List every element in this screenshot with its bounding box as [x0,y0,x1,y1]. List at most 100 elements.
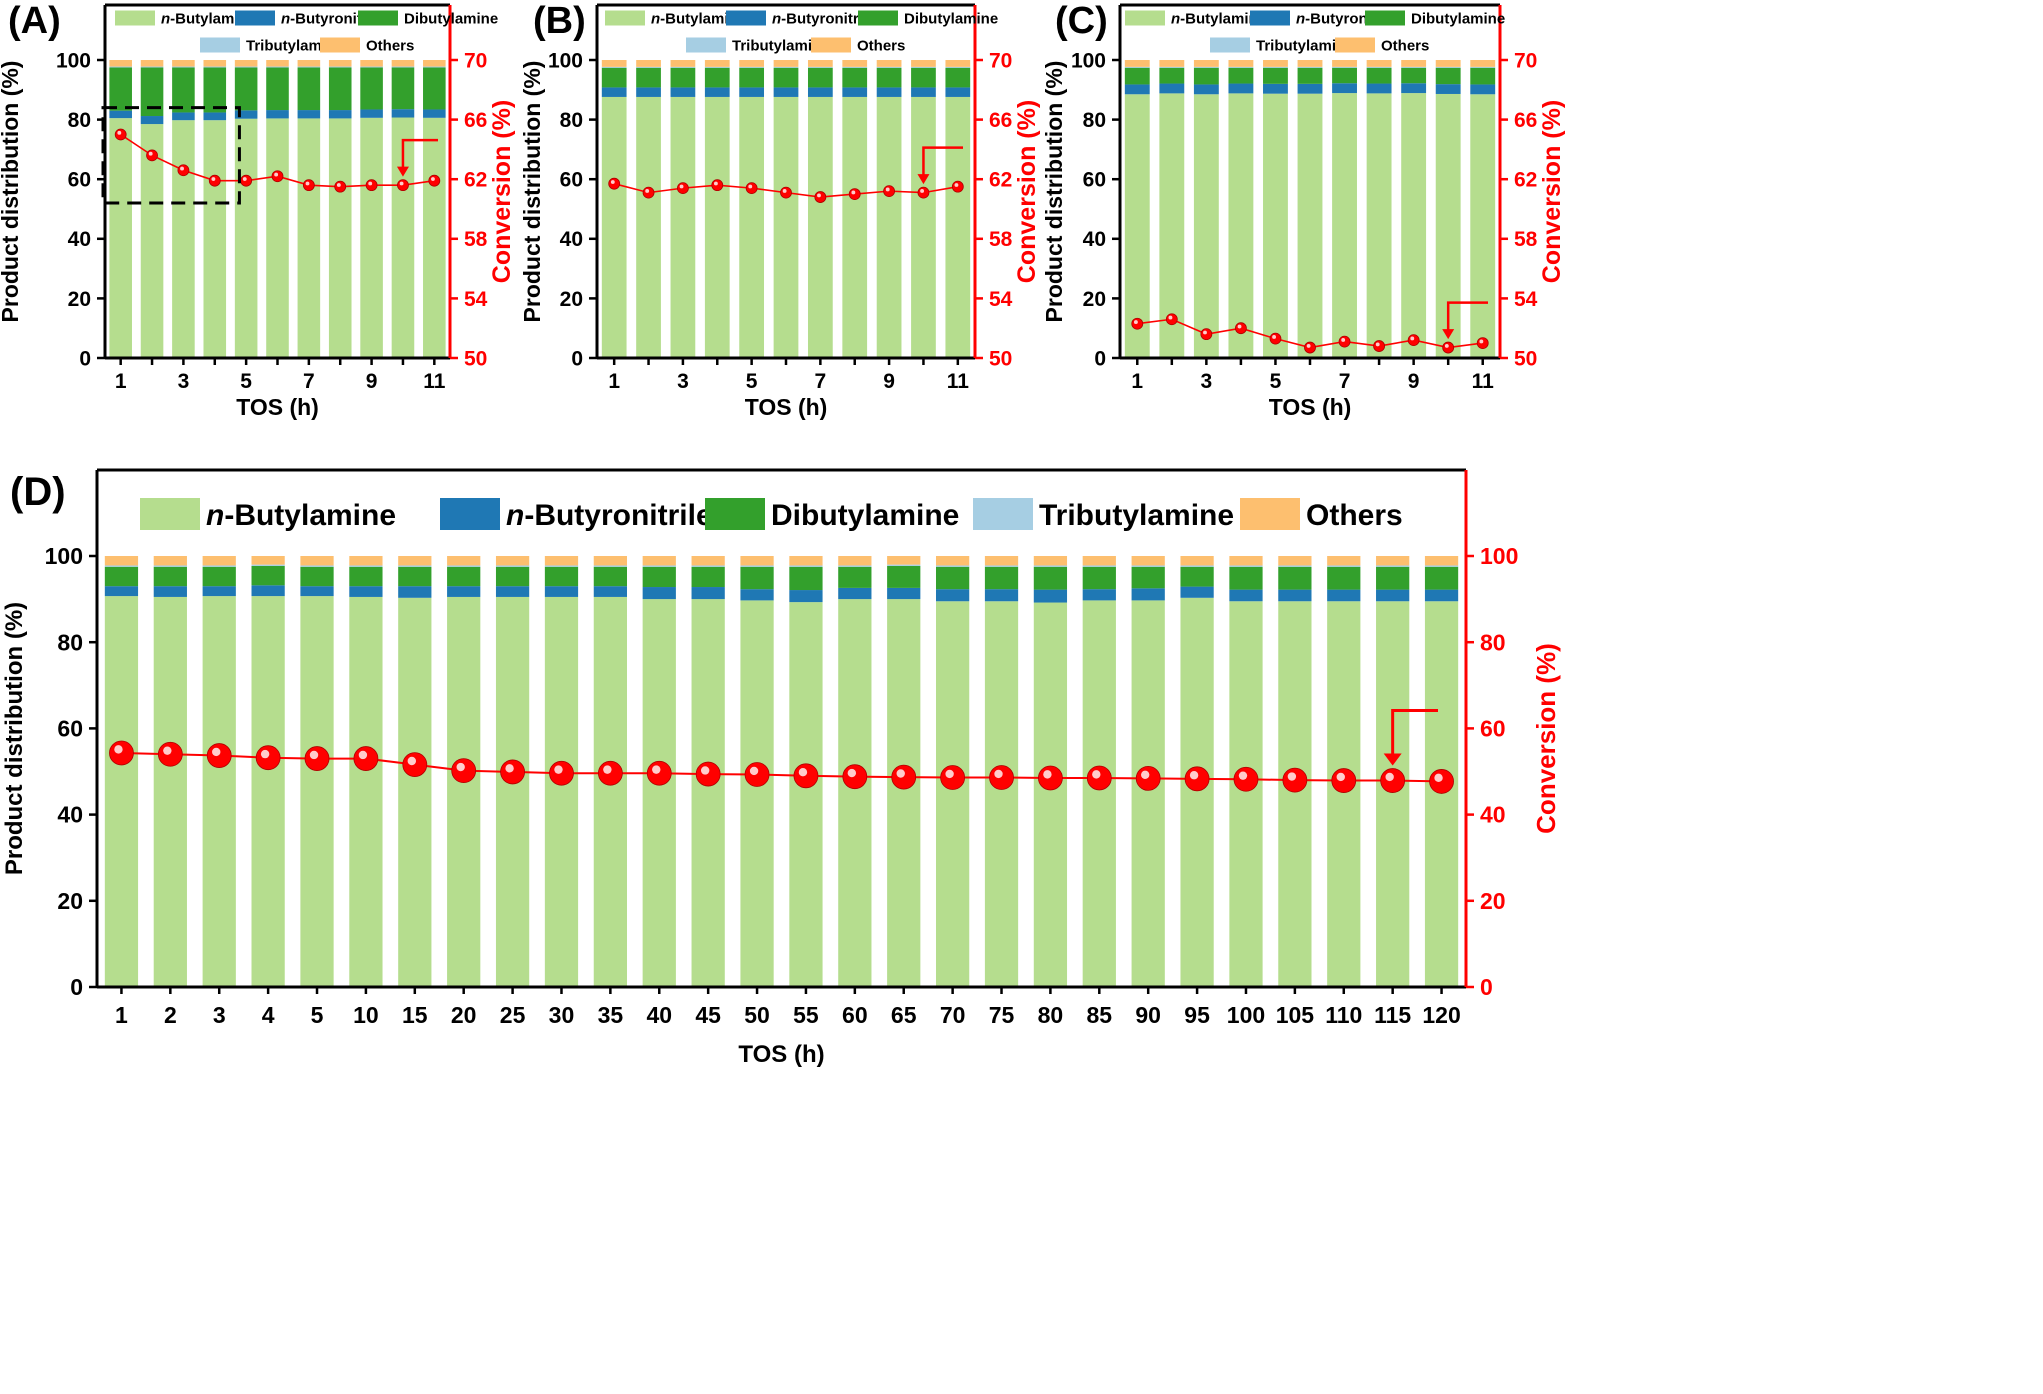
y-tick-label: 20 [68,288,91,311]
bar-segment-n_butyronitrile [1263,83,1288,94]
x-tick-label: 3 [178,370,190,393]
bar-segment-n_butyronitrile [104,586,139,597]
bar-segment-others [1124,60,1150,67]
bar-segment-dibutylamine [544,566,579,587]
bar-segment-n_butyronitrile [1228,83,1254,94]
axis-pointer-arrowhead [917,174,930,185]
conversion-point-highlight [1434,773,1443,783]
conversion-point-highlight [679,184,684,189]
bar-segment-dibutylamine [1278,566,1312,590]
legend-label-text: Dibutylamine [1411,10,1505,27]
conversion-point-highlight [114,745,123,754]
bar-segment-others [1366,60,1392,67]
bar-segment-tributylamine [1278,565,1312,567]
bar-segment-n_butyronitrile [1435,84,1461,94]
legend-label-text: Others [366,37,414,54]
bar-segment-others [172,60,195,67]
conversion-point-highlight [336,183,341,187]
conversion-point-55 [793,763,819,789]
bar-segment-others [593,556,627,566]
bar-stack-4 [203,60,227,358]
bar-segment-tributylamine [495,565,530,567]
conversion-point-3 [1200,328,1213,341]
bar-segment-tributylamine [544,565,579,567]
bar-segment-dibutylamine [1376,566,1410,590]
y-tick-label: 100 [548,49,583,72]
legend-label-dibutylamine: Dibutylamine [904,10,998,27]
legend-label-text: -Butyronitrile [524,499,712,532]
bar-segment-n_butylamine [109,118,132,358]
bar-segment-tributylamine [1366,66,1392,68]
y-axis-title: Product distribution (%) [519,61,545,323]
y-tick-label: 100 [45,543,83,569]
bar-segment-n_butyronitrile [740,589,774,601]
legend-label-n_butyronitrile: n-Butyronitrile [772,10,875,27]
bar-segment-tributylamine [773,66,799,68]
y2-tick-label: 54 [464,288,488,311]
bar-segment-n_butylamine [593,596,627,987]
bar-segment-n_butyronitrile [1297,83,1323,94]
bar-segment-tributylamine [172,66,195,68]
conversion-point-highlight [554,765,563,774]
x-tick-label: 7 [1339,370,1351,393]
bar-segment-n_butylamine [398,597,432,987]
bar-segment-tributylamine [1228,66,1254,68]
axis-pointer-arrow [401,138,438,169]
conversion-point-highlight [260,749,270,759]
bar-segment-dibutylamine [1124,67,1150,85]
x-tick-label: 120 [1422,1002,1460,1028]
y2-tick-label: 54 [1514,288,1538,311]
bar-stack-35 [593,556,627,987]
conversion-point-highlight [1133,320,1138,325]
y-tick-label: 20 [1083,288,1106,311]
bar-segment-n_butylamine [1131,600,1165,987]
bar-segment-tributylamine [984,565,1019,567]
bar-segment-dibutylamine [104,566,139,587]
bar-stack-10 [391,60,415,358]
conversion-point-30 [549,760,574,786]
legend-swatch-tributylamine [686,37,726,53]
conversion-point-highlight [407,756,417,766]
bar-stack-85 [1082,556,1116,987]
conversion-point-highlight [1272,335,1277,339]
bar-segment-dibutylamine [1082,566,1116,590]
bar-segment-dibutylamine [300,566,334,587]
y-tick-label: 100 [56,49,91,72]
bar-segment-n_butylamine [911,96,936,359]
bar-stack-9 [360,60,383,358]
conversion-point-3 [677,182,689,195]
bar-segment-tributylamine [1229,565,1263,567]
bar-segment-others [1159,60,1185,67]
x-tick-label: 9 [883,370,895,393]
x-tick-label: 1 [115,1002,128,1028]
bar-stack-5 [1263,60,1288,358]
y2-tick-label: 0 [1480,974,1493,1000]
bar-segment-tributylamine [104,565,139,567]
bar-segment-others [203,60,227,67]
x-tick-label: 2 [164,1002,177,1028]
bar-segment-others [1229,556,1263,566]
bar-segment-n_butylamine [740,600,774,987]
bar-segment-n_butyronitrile [842,87,868,97]
bar-segment-n_butyronitrile [704,87,730,97]
bar-segment-n_butylamine [1193,94,1219,359]
y2-tick-label: 100 [1480,543,1518,569]
bar-segment-others [636,60,661,67]
conversion-point-highlight [1238,771,1248,780]
legend-label-text: -Butylamine [224,499,396,532]
bar-segment-others [349,556,383,566]
bar-segment-others [1180,556,1214,566]
conversion-point-7 [814,191,827,203]
bar-stack-5 [234,60,258,359]
legend-swatch-others [1335,37,1375,53]
bar-segment-n_butyronitrile [945,87,971,97]
bar-segment-others [1228,60,1254,67]
bar-segment-tributylamine [945,66,971,68]
bar-segment-others [601,60,627,67]
bar-stack-20 [447,556,481,987]
bar-segment-n_butyronitrile [773,87,799,97]
legend-label-prefix: n [772,10,781,27]
legend-label-n_butylamine: n-Butylamine [651,10,746,27]
bar-segment-n_butyronitrile [984,589,1019,602]
bar-segment-n_butylamine [1124,94,1150,359]
